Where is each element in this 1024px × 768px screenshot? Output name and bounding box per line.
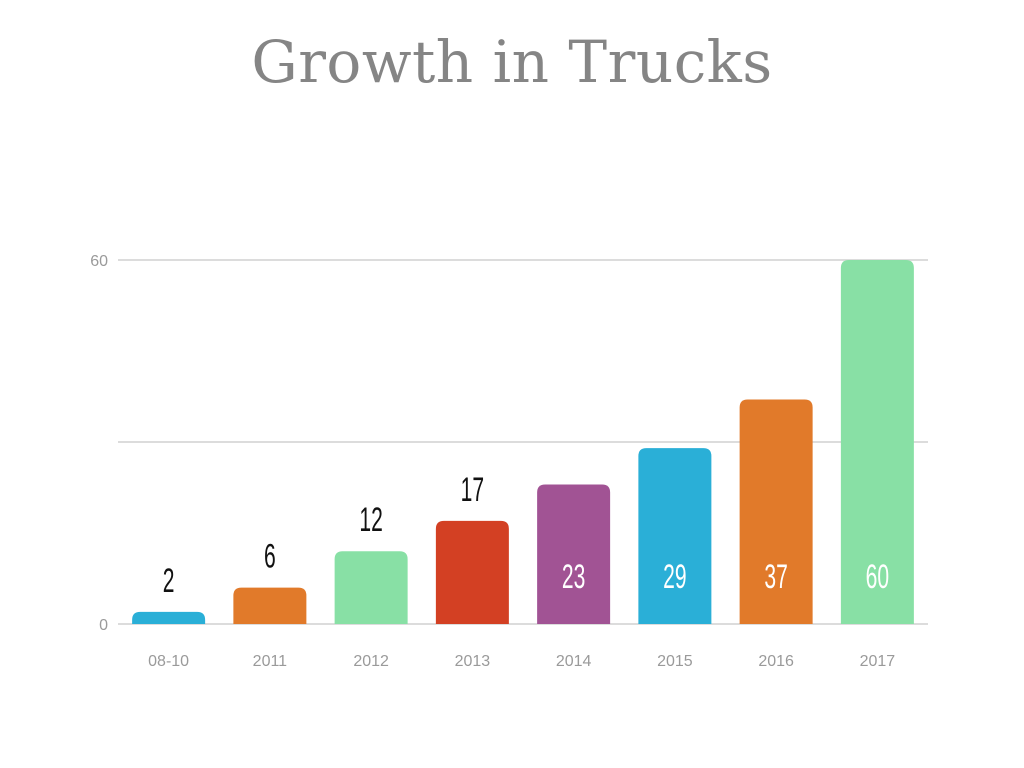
bar-2017 [840,260,914,624]
data-label: 12 [359,500,382,538]
x-tick-label: 2014 [556,653,592,670]
bar-2014 [537,484,611,624]
x-tick-label: 2012 [353,653,389,670]
bar-2016 [739,399,813,624]
x-tick-label: 2011 [253,653,288,670]
data-label: 6 [264,536,276,574]
data-label: 2 [163,561,175,599]
data-label: 17 [461,470,484,508]
data-label: 37 [764,557,787,595]
x-tick-label: 2015 [657,653,693,670]
data-label: 29 [663,557,686,595]
data-label: 23 [562,557,585,595]
bar-08-10 [132,611,206,624]
x-tick-label: 08-10 [148,653,189,670]
bar-2011 [233,587,307,624]
y-tick-label: 60 [90,253,108,270]
data-label: 60 [866,557,889,595]
y-tick-label: 0 [99,617,108,634]
bar-2015 [638,448,712,624]
x-tick-label: 2013 [455,653,491,670]
chart-title: Growth in Trucks [251,28,773,96]
bar-2013 [435,520,509,624]
bar-2012 [334,551,408,624]
x-tick-label: 2017 [860,653,896,670]
x-tick-label: 2016 [758,653,794,670]
